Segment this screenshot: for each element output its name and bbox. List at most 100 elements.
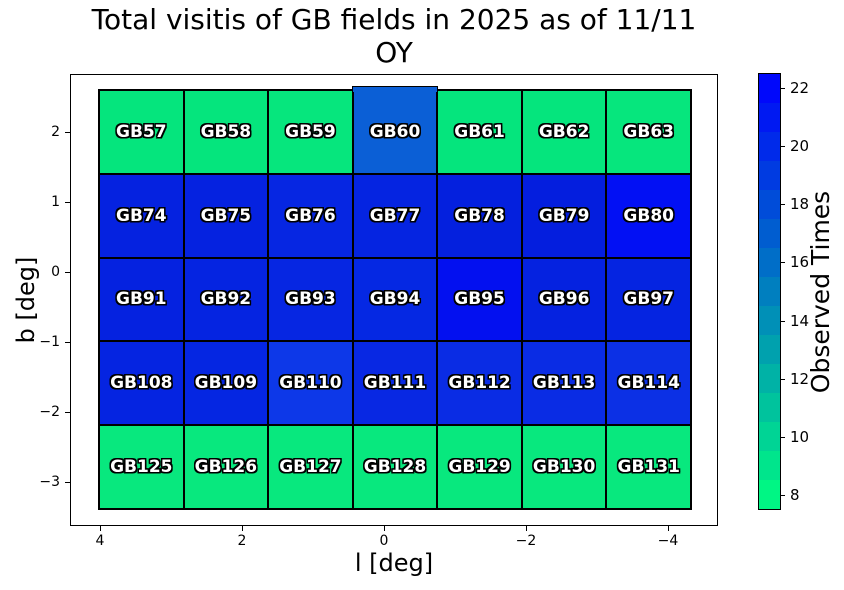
cell-GB59: GB59 [268, 90, 353, 174]
y-tick-label: −1 [39, 334, 60, 350]
colorbar-gradient [759, 74, 780, 509]
cell-GB129: GB129 [437, 425, 522, 509]
x-tick-label: 4 [95, 533, 105, 549]
colorbar-tick-mark [781, 378, 785, 380]
cell-GB61: GB61 [437, 90, 522, 174]
cell-GB62: GB62 [521, 90, 607, 174]
cell-label: GB114 [617, 373, 680, 394]
y-tick-label: 0 [51, 264, 60, 280]
cell-GB78: GB78 [437, 173, 522, 258]
cell-label: GB127 [279, 457, 342, 478]
cell-GB108: GB108 [99, 341, 184, 426]
cell-GB60: GB60 [352, 86, 438, 174]
cell-GB126: GB126 [183, 425, 269, 509]
cell-label: GB113 [532, 373, 596, 394]
cell-label: GB78 [454, 205, 505, 226]
cell-GB80: GB80 [606, 173, 691, 258]
colorbar-tick-label: 12 [790, 369, 810, 388]
cell-label: GB93 [285, 289, 336, 310]
chart-title-line1: Total visitis of GB fields in 2025 as of… [91, 3, 697, 36]
cell-label: GB125 [110, 457, 173, 478]
cell-GB94: GB94 [352, 257, 438, 342]
colorbar-tick-mark [781, 495, 785, 497]
y-tick-label: −3 [39, 474, 60, 490]
cell-GB125: GB125 [99, 425, 184, 509]
x-tick-mark [242, 526, 243, 531]
cell-label: GB59 [285, 121, 336, 142]
heatmap-grid: GB57 GB58 GB59 GB60 GB61 GB62 GB63 GB74 GB75 GB76… [98, 86, 692, 510]
cell-GB128: GB128 [352, 425, 438, 509]
y-tick-label: 1 [51, 194, 60, 210]
colorbar-tick-mark [781, 204, 785, 206]
colorbar-tick-mark [781, 145, 785, 147]
cell-label: GB129 [448, 457, 511, 478]
cell-label: GB131 [617, 457, 680, 478]
cell-GB114: GB114 [606, 341, 691, 426]
x-tick-mark [668, 526, 669, 531]
cell-label: GB58 [200, 121, 252, 142]
x-tick-mark [384, 526, 385, 531]
cell-GB96: GB96 [521, 257, 607, 342]
cell-GB95: GB95 [437, 257, 522, 342]
cell-GB91: GB91 [99, 257, 184, 342]
y-tick-mark [65, 412, 70, 413]
cell-GB97: GB97 [606, 257, 691, 342]
cell-GB74: GB74 [99, 173, 184, 258]
cell-label: GB112 [448, 373, 511, 394]
cell-label: GB74 [115, 205, 167, 226]
x-axis-label: l [deg] [354, 549, 434, 577]
x-tick-mark [100, 526, 101, 531]
cell-label: GB92 [200, 289, 252, 310]
cell-label: GB126 [194, 457, 258, 478]
cell-GB57: GB57 [99, 90, 184, 174]
colorbar [758, 73, 781, 510]
y-tick-mark [65, 132, 70, 133]
colorbar-tick-mark [781, 262, 785, 264]
cell-label: GB61 [454, 121, 505, 142]
cell-label: GB80 [623, 205, 674, 226]
plot-area: GB57 GB58 GB59 GB60 GB61 GB62 GB63 GB74 GB75 GB76… [70, 74, 718, 526]
x-tick-label: 2 [237, 533, 247, 549]
y-axis-label: b [deg] [12, 256, 40, 344]
cell-GB75: GB75 [183, 173, 269, 258]
colorbar-tick-label: 20 [790, 136, 810, 155]
cell-label: GB63 [623, 121, 674, 142]
y-tick-mark [65, 342, 70, 343]
colorbar-tick-mark [781, 87, 785, 89]
cell-label: GB111 [363, 373, 427, 394]
cell-raised-edge [352, 86, 438, 92]
cell-label: GB79 [538, 205, 590, 226]
cell-GB79: GB79 [521, 173, 607, 258]
cell-GB92: GB92 [183, 257, 269, 342]
y-tick-mark [65, 202, 70, 203]
cell-GB58: GB58 [183, 90, 269, 174]
cell-label: GB108 [110, 373, 173, 394]
cell-label: GB110 [279, 373, 342, 394]
cell-label: GB97 [623, 289, 674, 310]
colorbar-tick-label: 10 [790, 428, 810, 447]
y-tick-mark [65, 272, 70, 273]
colorbar-tick-label: 14 [790, 311, 810, 330]
cell-label: GB94 [369, 289, 421, 310]
cell-label: GB75 [200, 205, 252, 226]
cell-label: GB96 [538, 289, 590, 310]
y-tick-label: −2 [39, 404, 60, 420]
chart-title: Total visitis of GB fields in 2025 as of… [70, 3, 718, 69]
cell-GB127: GB127 [268, 425, 353, 509]
cell-GB113: GB113 [521, 341, 607, 426]
colorbar-tick-label: 22 [790, 78, 810, 97]
cell-label: GB91 [115, 289, 167, 310]
cell-GB109: GB109 [183, 341, 269, 426]
cell-GB76: GB76 [268, 173, 353, 258]
x-tick-mark [526, 526, 527, 531]
cell-GB77: GB77 [352, 173, 438, 258]
cell-label: GB76 [285, 205, 336, 226]
x-tick-label: −2 [515, 533, 537, 549]
cell-GB110: GB110 [268, 341, 353, 426]
cell-GB130: GB130 [521, 425, 607, 509]
colorbar-tick-label: 8 [790, 486, 800, 505]
cell-GB111: GB111 [352, 341, 438, 426]
cell-label: GB62 [538, 121, 590, 142]
x-tick-label: 0 [379, 533, 389, 549]
